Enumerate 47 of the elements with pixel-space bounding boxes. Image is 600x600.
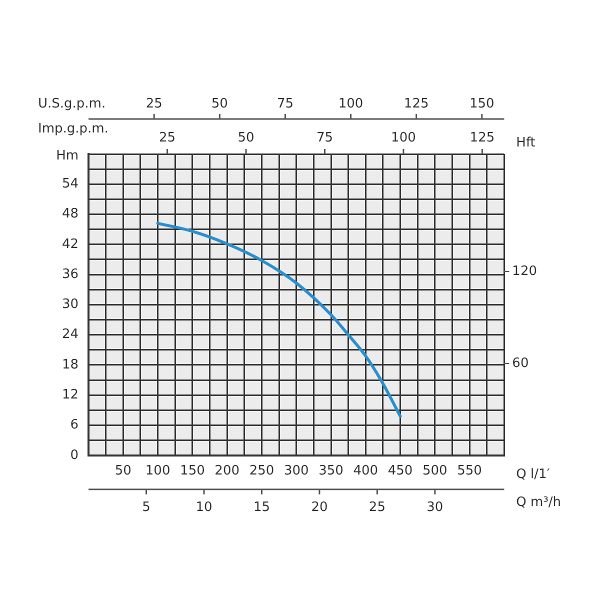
y-axis-title: Hm — [56, 148, 79, 164]
text: 25 — [159, 130, 176, 146]
y-tick-label: 12 — [62, 387, 79, 402]
x2-tick-label: 25 — [146, 96, 162, 112]
x2-tick-label: 100 — [338, 96, 364, 112]
y-tick-label: 24 — [62, 327, 79, 342]
x2-tick-label: 75 — [276, 96, 294, 112]
x-tick-label: 450 — [388, 464, 413, 479]
y-tick-label: 0 — [70, 448, 79, 463]
x2-tick-label: 50 — [211, 96, 228, 112]
text: 5 — [142, 500, 150, 515]
y-tick-label: 48 — [62, 206, 79, 222]
x-tick-label: 250 — [249, 464, 274, 479]
x-tick-label: 350 — [318, 464, 344, 479]
y-tick-label: 42 — [62, 236, 79, 252]
y-tick-label: 54 — [62, 176, 79, 192]
text: 50 — [238, 130, 254, 146]
x-axis-title: Q l/1′ — [516, 466, 550, 482]
text: 125 — [470, 130, 495, 146]
x-tick-label: 50 — [114, 464, 132, 479]
x-tick-label: 550 — [457, 464, 482, 479]
x2-tick-label: 150 — [469, 96, 494, 112]
x-tick-label: 150 — [180, 464, 205, 479]
y-tick-label: 36 — [62, 266, 79, 282]
text: Q m³/h — [516, 494, 562, 510]
x2-axis-title: U.S.g.p.m. — [38, 96, 106, 112]
text: 100 — [391, 130, 416, 146]
y-tick-label: 6 — [70, 418, 79, 433]
x-tick-label: 200 — [214, 464, 240, 479]
text: 75 — [316, 130, 334, 146]
text: 15 — [253, 500, 270, 515]
line-series — [156, 222, 402, 418]
x-tick-label: 500 — [422, 464, 448, 479]
text: 25 — [368, 500, 386, 515]
text: 20 — [311, 500, 328, 515]
x-tick-label: 400 — [353, 464, 378, 479]
y2-tick-label: 120 — [512, 264, 538, 280]
y2-tick-label: 60 — [512, 356, 529, 371]
text: Imp.g.p.m. — [38, 121, 108, 136]
y-tick-label: 30 — [62, 297, 79, 312]
text: 30 — [426, 500, 444, 515]
x-tick-label: 100 — [145, 464, 170, 479]
x2-tick-label: 125 — [404, 96, 429, 112]
x-tick-label: 300 — [284, 464, 309, 479]
y2-axis-title: Hft — [516, 135, 536, 150]
y-tick-label: 18 — [62, 357, 79, 372]
text: 10 — [196, 500, 212, 515]
